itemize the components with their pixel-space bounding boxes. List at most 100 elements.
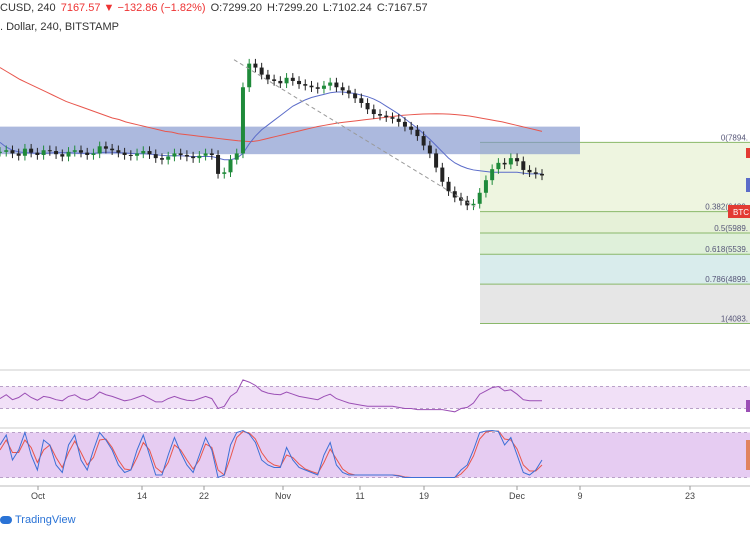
candle-body [471,203,476,206]
stoch-k-line [0,429,543,479]
candle-body [303,84,308,86]
candle-body [402,121,407,127]
candle-body [141,151,146,154]
tradingview-icon [0,516,12,525]
fib-level-label: 0.5(5989. [714,224,748,233]
brand-label: TradingView [15,514,76,526]
edge-marker [746,178,750,192]
candle-body [147,151,152,155]
candle-body [122,152,127,155]
candle-body [54,151,59,155]
candle-body [172,153,177,157]
candle-body [371,109,376,115]
candle-body [315,87,320,89]
candle-body [284,77,289,84]
candle-body [346,90,351,94]
candle-body [0,151,2,153]
candle-body [434,153,439,168]
candle-body [396,118,401,122]
x-tick-label: 22 [199,491,209,501]
trend-line [233,59,476,208]
candle-body [446,181,451,192]
candle-body [540,173,544,176]
candle-body [16,153,21,156]
fib-level-label: 1(4083. [721,315,748,324]
x-tick-label: Oct [31,491,46,501]
candle-body [234,153,239,160]
candle-body [265,74,270,80]
candle-body [334,82,339,88]
candle-body [502,162,507,165]
brand-logo[interactable]: TradingView [0,514,76,526]
candle-body [47,150,52,152]
candle-body [85,152,90,155]
candle-body [66,151,71,157]
edge-marker [746,440,750,470]
candle-body [135,153,140,156]
candle-body [91,153,96,155]
candle-body [359,98,364,103]
rsi-pane[interactable] [0,369,750,413]
candle-body [153,154,158,159]
candle-body [253,63,258,68]
candle-body [60,154,65,157]
price-tag: BTC [728,205,750,218]
candle-body [340,87,345,91]
candle-body [203,153,208,156]
low-value: L:7102.24 [322,2,372,14]
price-pane[interactable]: 0(7894. 0.382(6439. 0.5(5989. 0.618(5539. 0.… [0,58,750,324]
stochastic-pane[interactable] [0,427,750,479]
candle-body [378,114,383,116]
candle-body [390,117,395,119]
candle-body [290,77,295,81]
candle-body [440,167,445,182]
candle-body [465,200,470,206]
fib-band [480,211,750,233]
candle-body [490,169,495,181]
candle-body [527,169,532,173]
fib-band [480,284,750,324]
fib-level-label: 0.382(6439. [705,203,748,212]
symbol-label: CUSD, 240 [0,2,56,14]
candle-body [459,197,464,201]
x-tick-label: Nov [275,491,292,501]
candle-body [103,146,108,149]
stoch-band [0,432,750,478]
fib-level-label: 0.786(4899. [705,275,748,284]
candle-body [128,154,133,156]
candle-body [4,150,9,152]
fib-level-label: 0(7894. [721,133,748,142]
candle-body [415,129,420,137]
candle-body [72,150,77,152]
candle-body [35,152,40,155]
x-tick-label: 23 [685,491,695,501]
fib-band [480,254,750,285]
candle-body [278,80,283,84]
candle-body [197,155,202,159]
candle-body [427,145,432,154]
chart-subtitle: . Dollar, 240, BITSTAMP [0,21,120,33]
edge-marker [746,400,750,412]
fib-band [480,232,750,255]
candle-body [321,85,326,89]
candle-body [508,158,513,165]
candle-body [521,161,526,170]
candle-body [110,148,115,151]
candle-body [309,85,314,88]
moving-average-fast [0,91,542,175]
x-tick-label: Dec [509,491,526,501]
candle-body [384,115,389,118]
candle-body [515,158,520,162]
x-axis: Oct 14 22 Nov 11 19 Dec 9 23 [0,485,750,501]
support-zone [0,126,580,155]
candle-body [533,172,538,174]
candle-body [178,153,183,155]
candle-body [184,154,189,157]
candle-body [452,191,457,198]
price-change: 7167.57 ▼ −132.86 (−1.82%) [60,2,206,14]
candle-body [29,148,34,153]
close-value: C:7167.57 [376,2,428,14]
candle-body [272,79,277,81]
candle-body [259,67,264,75]
